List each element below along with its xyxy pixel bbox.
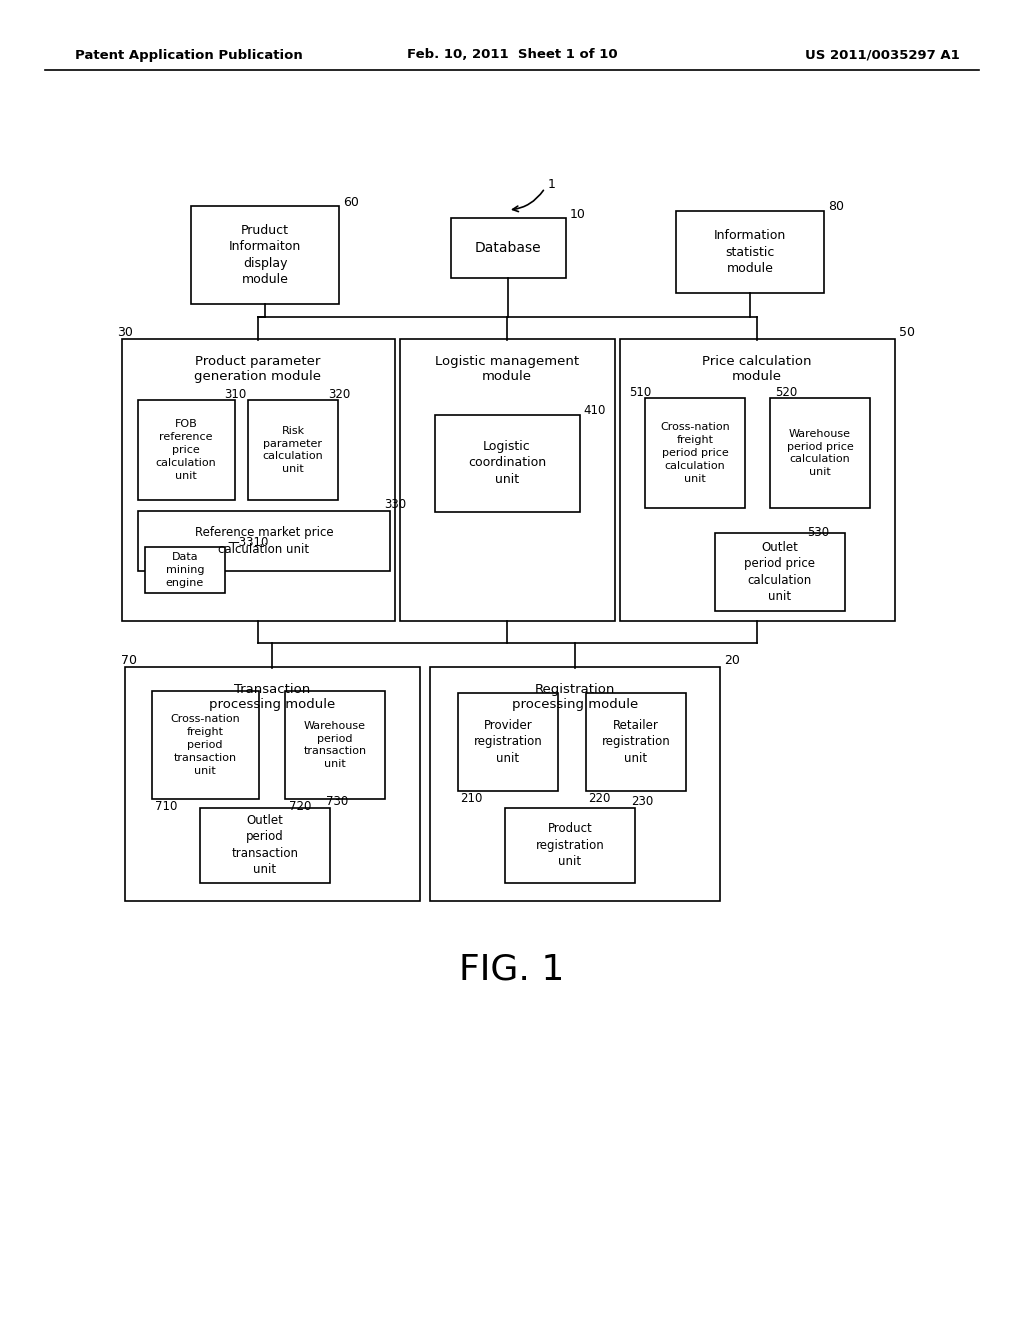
Bar <box>137 400 234 500</box>
Text: 530: 530 <box>807 525 829 539</box>
Text: Data
mining
engine: Data mining engine <box>166 552 204 587</box>
Text: FIG. 1: FIG. 1 <box>460 953 564 987</box>
Text: 310: 310 <box>224 388 247 400</box>
Text: Price calculation
module: Price calculation module <box>702 355 812 383</box>
Bar <box>138 511 390 572</box>
Bar <box>285 690 385 799</box>
Text: 730: 730 <box>326 795 348 808</box>
Text: Feb. 10, 2011  Sheet 1 of 10: Feb. 10, 2011 Sheet 1 of 10 <box>407 49 617 62</box>
Text: 230: 230 <box>631 795 653 808</box>
Bar <box>152 690 258 799</box>
Text: 70: 70 <box>121 655 136 668</box>
Bar <box>715 533 845 611</box>
Bar <box>458 693 558 791</box>
Text: 510: 510 <box>630 387 651 400</box>
Text: 520: 520 <box>775 387 798 400</box>
Text: Risk
parameter
calculation
unit: Risk parameter calculation unit <box>262 426 324 474</box>
Text: 410: 410 <box>584 404 606 417</box>
Bar <box>770 399 870 508</box>
Text: Product parameter
generation module: Product parameter generation module <box>195 355 322 383</box>
Bar <box>122 339 394 620</box>
Text: 50: 50 <box>898 326 914 339</box>
Text: 220: 220 <box>588 792 610 805</box>
Text: Cross-nation
freight
period
transaction
unit: Cross-nation freight period transaction … <box>170 714 240 776</box>
Text: 10: 10 <box>569 207 586 220</box>
Bar <box>430 667 720 902</box>
Text: Information
statistic
module: Information statistic module <box>714 228 786 275</box>
Text: 80: 80 <box>828 201 844 214</box>
Text: Product
registration
unit: Product registration unit <box>536 822 604 869</box>
Bar <box>191 206 339 304</box>
Text: Outlet
period price
calculation
unit: Outlet period price calculation unit <box>744 541 815 603</box>
Text: 720: 720 <box>289 800 311 813</box>
Bar <box>145 546 225 593</box>
Bar <box>451 218 565 279</box>
Text: 330: 330 <box>384 499 407 511</box>
Bar <box>399 339 614 620</box>
Text: US 2011/0035297 A1: US 2011/0035297 A1 <box>805 49 961 62</box>
Text: 320: 320 <box>328 388 350 400</box>
Bar <box>676 211 824 293</box>
Text: Registration
processing module: Registration processing module <box>512 682 638 711</box>
Text: Pruduct
Informaiton
display
module: Pruduct Informaiton display module <box>229 224 301 286</box>
Text: Retailer
registration
unit: Retailer registration unit <box>602 719 671 766</box>
Text: 20: 20 <box>724 655 740 668</box>
Text: Logistic management
module: Logistic management module <box>435 355 579 383</box>
Text: 30: 30 <box>118 326 133 339</box>
Text: Reference market price
calculation unit: Reference market price calculation unit <box>195 527 334 556</box>
Bar <box>620 339 895 620</box>
Text: Transaction
processing module: Transaction processing module <box>209 682 335 711</box>
Bar <box>645 399 745 508</box>
Text: 1: 1 <box>548 178 556 191</box>
Text: Warehouse
period
transaction
unit: Warehouse period transaction unit <box>303 721 367 770</box>
Text: Database: Database <box>475 242 542 255</box>
Text: —3310: —3310 <box>227 536 268 549</box>
Text: Provider
registration
unit: Provider registration unit <box>474 719 543 766</box>
Text: 210: 210 <box>460 792 482 805</box>
Bar <box>248 400 338 500</box>
Bar <box>586 693 686 791</box>
Text: Warehouse
period price
calculation
unit: Warehouse period price calculation unit <box>786 429 853 478</box>
Text: Outlet
period
transaction
unit: Outlet period transaction unit <box>231 813 299 876</box>
Bar <box>125 667 420 902</box>
Text: Cross-nation
freight
period price
calculation
unit: Cross-nation freight period price calcul… <box>660 422 730 483</box>
Bar <box>434 414 580 511</box>
Text: 710: 710 <box>156 800 178 813</box>
Bar <box>505 808 635 883</box>
Text: FOB
reference
price
calculation
unit: FOB reference price calculation unit <box>156 420 216 480</box>
Text: Patent Application Publication: Patent Application Publication <box>75 49 303 62</box>
Text: Logistic
coordination
unit: Logistic coordination unit <box>468 440 546 486</box>
Text: 60: 60 <box>343 195 358 209</box>
Bar <box>200 808 330 883</box>
